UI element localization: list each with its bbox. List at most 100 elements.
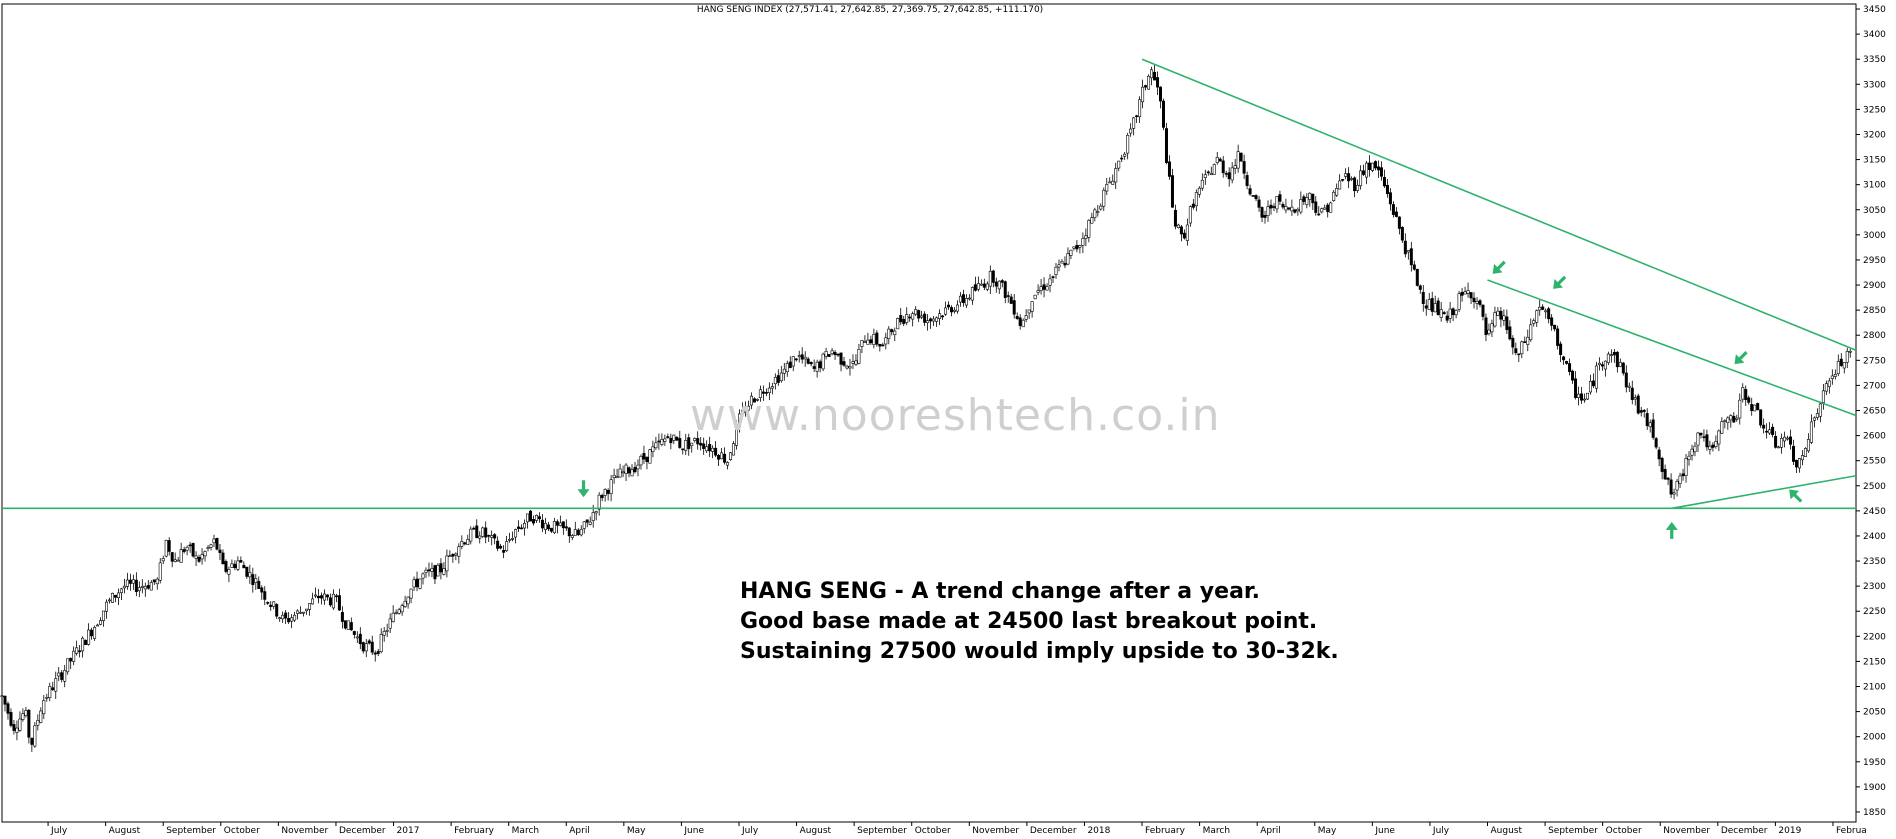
candle-body (370, 641, 374, 653)
candle-body (666, 436, 670, 439)
candle-body (705, 446, 709, 452)
candle-body (1648, 422, 1652, 428)
candle-body (1066, 253, 1070, 265)
candle-body (182, 549, 186, 552)
candle-body (352, 631, 356, 635)
candle-body (66, 658, 70, 673)
candle-body (1236, 151, 1240, 169)
candle-body (155, 578, 159, 585)
candle-body (1800, 455, 1804, 461)
candle-body (1574, 378, 1578, 398)
candle-body (717, 455, 721, 460)
candle-body (1777, 446, 1781, 449)
y-tick-label: 2700 (1863, 381, 1886, 391)
candle-body (860, 340, 864, 347)
candle-body (549, 527, 553, 532)
candle-body (445, 555, 449, 572)
candle-body (848, 366, 852, 369)
candle-body (967, 297, 971, 300)
candle-body (1762, 424, 1766, 429)
candle-body (1251, 195, 1255, 197)
candle-body (260, 587, 264, 593)
candle-body (1302, 196, 1306, 202)
candle-body (729, 452, 733, 460)
candle-body (212, 538, 216, 544)
candle-body (645, 456, 649, 463)
candle-body (911, 313, 915, 320)
y-tick-label: 2750 (1863, 356, 1886, 366)
candle-body (812, 366, 816, 369)
candle-body (242, 564, 246, 569)
candle-body (254, 578, 258, 583)
candle-body (1063, 263, 1067, 266)
candle-body (908, 316, 912, 319)
candle-body (1230, 167, 1234, 181)
candle-body (794, 358, 798, 361)
candle-body (125, 579, 129, 587)
candle-body (884, 337, 888, 345)
candle-body (537, 516, 541, 520)
candle-body (552, 521, 556, 533)
candle-body (1078, 245, 1082, 248)
candle-body (893, 330, 897, 336)
candle-body (1305, 197, 1309, 205)
candle-body (72, 650, 76, 662)
candle-body (633, 467, 637, 473)
candle-body (902, 318, 906, 324)
candle-body (1684, 458, 1688, 476)
candle-body (878, 344, 882, 347)
candle-body (1794, 459, 1798, 468)
candle-body (451, 553, 455, 557)
candle-body (573, 529, 577, 536)
candle-body (1371, 162, 1375, 171)
candle-body (597, 494, 601, 510)
x-tick-label: May (1318, 826, 1337, 835)
candle-body (929, 318, 933, 322)
candle-body (1681, 473, 1685, 477)
candle-body (1117, 160, 1121, 169)
candle-body (1568, 363, 1572, 372)
candle-body (1699, 432, 1703, 436)
candle-body (627, 467, 631, 474)
candle-body (955, 304, 959, 312)
candle-body (1797, 458, 1801, 469)
candle-body (791, 356, 795, 367)
candle-body (1478, 300, 1482, 305)
x-tick-label: March (512, 826, 539, 835)
candle-body (1583, 398, 1587, 401)
candle-body (33, 725, 37, 747)
candle-body (1517, 353, 1521, 356)
candle-body (1093, 209, 1097, 218)
candle-body (1824, 383, 1828, 392)
candle-body (890, 329, 894, 333)
candle-body (1173, 209, 1177, 227)
candle-body (1433, 303, 1437, 313)
candle-body (761, 391, 765, 394)
candle-body (651, 446, 655, 452)
candle-body (463, 542, 467, 545)
candle-body (941, 315, 945, 318)
candle-body (1666, 477, 1670, 480)
candle-body (1221, 160, 1225, 174)
candle-body (1657, 449, 1661, 460)
candle-body (245, 566, 249, 577)
candle-body (248, 572, 252, 578)
candle-body (1099, 205, 1103, 210)
candle-body (985, 283, 989, 290)
candle-body (1359, 170, 1363, 187)
candle-body (1045, 286, 1049, 291)
candle-body (612, 474, 616, 478)
y-tick-label: 1850 (1863, 808, 1886, 818)
candle-body (1132, 117, 1136, 129)
candle-body (1463, 291, 1467, 295)
candle-body (827, 354, 831, 357)
candle-body (702, 443, 706, 449)
candle-body (1475, 300, 1479, 304)
candle-body (1490, 323, 1494, 333)
candle-body (1541, 306, 1545, 310)
candle-body (1472, 297, 1476, 303)
x-tick-label: September (166, 826, 216, 835)
candle-body (1191, 203, 1195, 208)
candle-body (964, 298, 968, 306)
candle-body (281, 614, 285, 620)
